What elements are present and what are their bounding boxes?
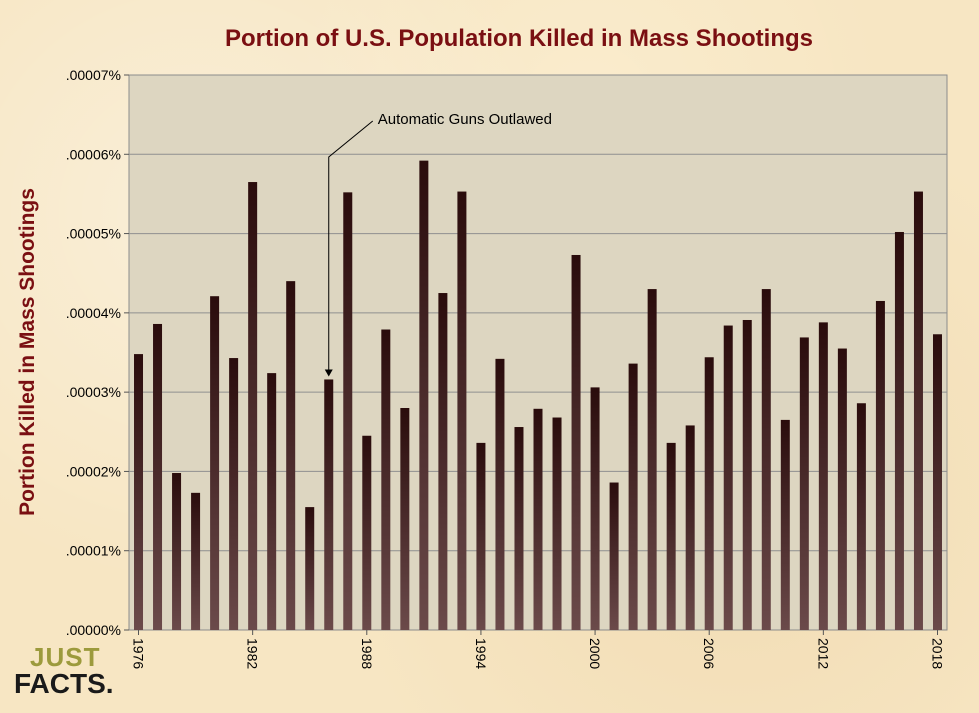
bar-1996 [514, 427, 524, 630]
bar-1989 [381, 329, 391, 630]
bar-2005 [685, 425, 695, 630]
bar-1980 [210, 296, 220, 630]
x-tick-label: 2006 [701, 638, 717, 669]
bar-1998 [552, 417, 562, 630]
bar-1990 [400, 408, 410, 630]
x-tick-label: 2012 [815, 638, 831, 669]
bar-1997 [533, 408, 543, 630]
bar-2001 [609, 482, 619, 630]
bar-1993 [457, 191, 467, 631]
bar-1979 [191, 492, 201, 630]
bar-1983 [267, 373, 277, 630]
bar-1991 [419, 160, 429, 630]
annotation-arrowhead [324, 369, 333, 377]
bar-2015 [875, 300, 885, 630]
bar-2017 [913, 191, 923, 631]
bar-2009 [761, 289, 771, 630]
y-axis-label: Portion Killed in Mass Shootings [16, 188, 39, 516]
just-facts-logo: JUST FACTS. [14, 644, 114, 698]
y-tick-label: .00000% [66, 622, 121, 638]
x-tick-label: 1982 [245, 638, 261, 669]
y-tick-label: .00006% [66, 146, 121, 162]
bar-2008 [742, 319, 752, 630]
bar-2012 [818, 322, 828, 630]
x-tick-label: 1988 [359, 638, 375, 669]
bar-2002 [628, 363, 638, 630]
bar-1999 [571, 254, 581, 630]
bar-1984 [286, 281, 296, 630]
bar-2018 [932, 334, 942, 630]
bar-2000 [590, 387, 600, 630]
annotation-leader [328, 120, 374, 370]
logo-line-2: FACTS. [14, 668, 114, 699]
bar-2006 [704, 357, 714, 630]
bar-1978 [172, 473, 182, 630]
x-tick-label: 2018 [929, 638, 945, 669]
bar-1992 [438, 293, 448, 630]
bar-2011 [799, 337, 809, 630]
bar-1977 [153, 323, 163, 630]
y-tick-label: .00001% [66, 543, 121, 559]
x-tick-label: 2000 [587, 638, 603, 669]
bar-1982 [248, 182, 258, 631]
y-tick-label: .00007% [66, 67, 121, 83]
bar-2013 [837, 348, 847, 630]
y-tick-label: .00003% [66, 384, 121, 400]
bar-1987 [343, 192, 353, 631]
bar-1995 [495, 358, 505, 630]
bar-1986 [324, 379, 334, 630]
bar-2004 [666, 442, 676, 630]
y-tick-label: .00004% [66, 305, 121, 321]
bar-2010 [780, 419, 790, 630]
y-tick-label: .00005% [66, 226, 121, 242]
bar-1988 [362, 435, 372, 630]
bar-2016 [894, 231, 904, 630]
bar-1976 [134, 354, 144, 630]
logo-line-1: JUST [30, 642, 101, 672]
bar-1981 [229, 358, 239, 630]
chart-title: Portion of U.S. Population Killed in Mas… [225, 25, 813, 52]
bar-2014 [856, 403, 866, 630]
bar-1985 [305, 507, 315, 630]
y-tick-label: .00002% [66, 463, 121, 479]
bar-1994 [476, 442, 486, 630]
x-tick-label: 1994 [473, 638, 489, 669]
bar-2003 [647, 289, 657, 630]
bar-2007 [723, 325, 733, 630]
annotation-text: Automatic Guns Outlawed [378, 111, 552, 128]
x-tick-label: 1976 [131, 638, 147, 669]
